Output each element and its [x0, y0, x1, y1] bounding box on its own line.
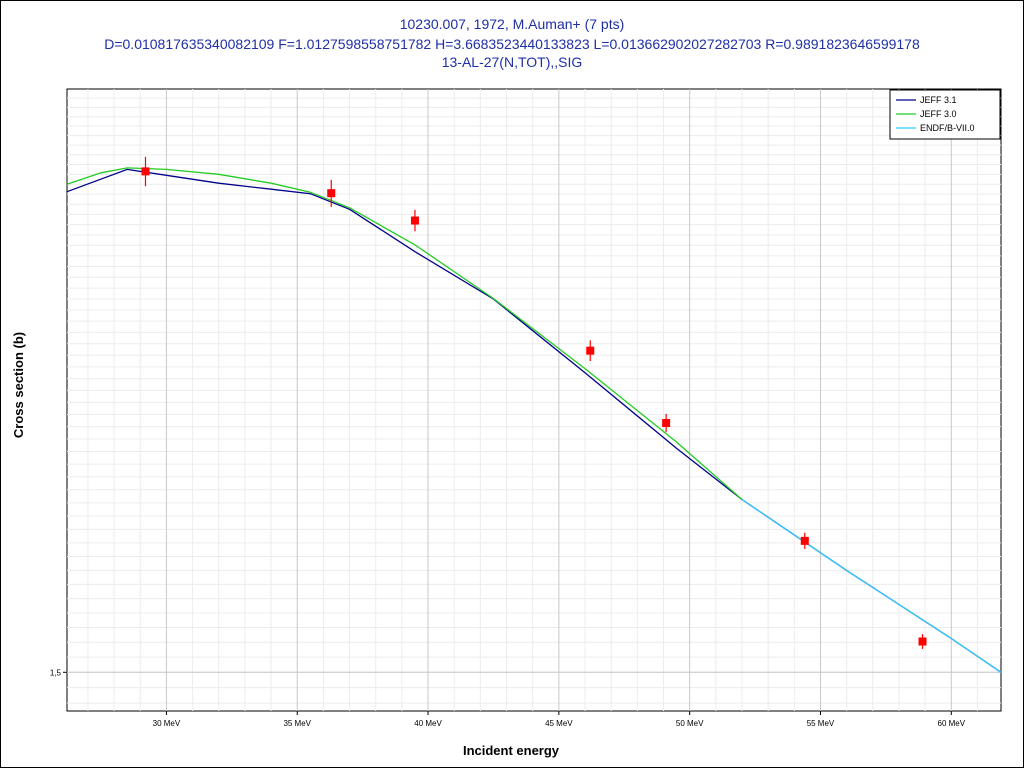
x-axis-title: Incident energy [463, 743, 560, 758]
legend: JEFF 3.1 JEFF 3.0 ENDF/B-VII.0 [889, 89, 1001, 140]
plot-frame [66, 88, 1002, 712]
series-line-1 [66, 167, 743, 500]
x-tick-label: 50 MeV [676, 719, 704, 728]
chart-title-line-2: D=0.010817635340082109 F=1.0127598558751… [104, 36, 920, 52]
data-point [586, 346, 595, 355]
x-tick-label: 55 MeV [807, 719, 835, 728]
data-point [141, 167, 150, 176]
x-axis-ticks: 30 MeV 35 MeV 40 MeV 45 MeV 50 MeV 55 MeV 60 M… [153, 711, 966, 728]
data-point [327, 189, 336, 198]
x-tick-label: 35 MeV [283, 719, 311, 728]
gridlines [67, 89, 1001, 711]
x-tick-label: 40 MeV [414, 719, 442, 728]
y-axis-title: Cross section (b) [11, 332, 26, 438]
x-tick-label: 30 MeV [153, 719, 181, 728]
y-axis-ticks: 1,5 [50, 668, 67, 677]
chart-title-line-3: 13-AL-27(N,TOT),,SIG [442, 54, 583, 70]
x-tick-label: 45 MeV [545, 719, 573, 728]
legend-entry: ENDF/B-VII.0 [920, 123, 975, 133]
data-point [800, 536, 809, 545]
data-point [918, 637, 927, 646]
chart-title-line-1: 10230.007, 1972, M.Auman+ (7 pts) [400, 16, 625, 32]
series-curves [66, 167, 1002, 673]
data-point [662, 418, 671, 427]
x-tick-label: 60 MeV [938, 719, 966, 728]
plot-area [66, 88, 1002, 712]
y-tick-label: 1,5 [50, 668, 62, 677]
data-point [410, 216, 419, 225]
legend-entry: JEFF 3.0 [920, 109, 957, 119]
legend-entry: JEFF 3.1 [920, 95, 957, 105]
data-points [141, 156, 927, 649]
series-line-2 [741, 498, 1002, 673]
